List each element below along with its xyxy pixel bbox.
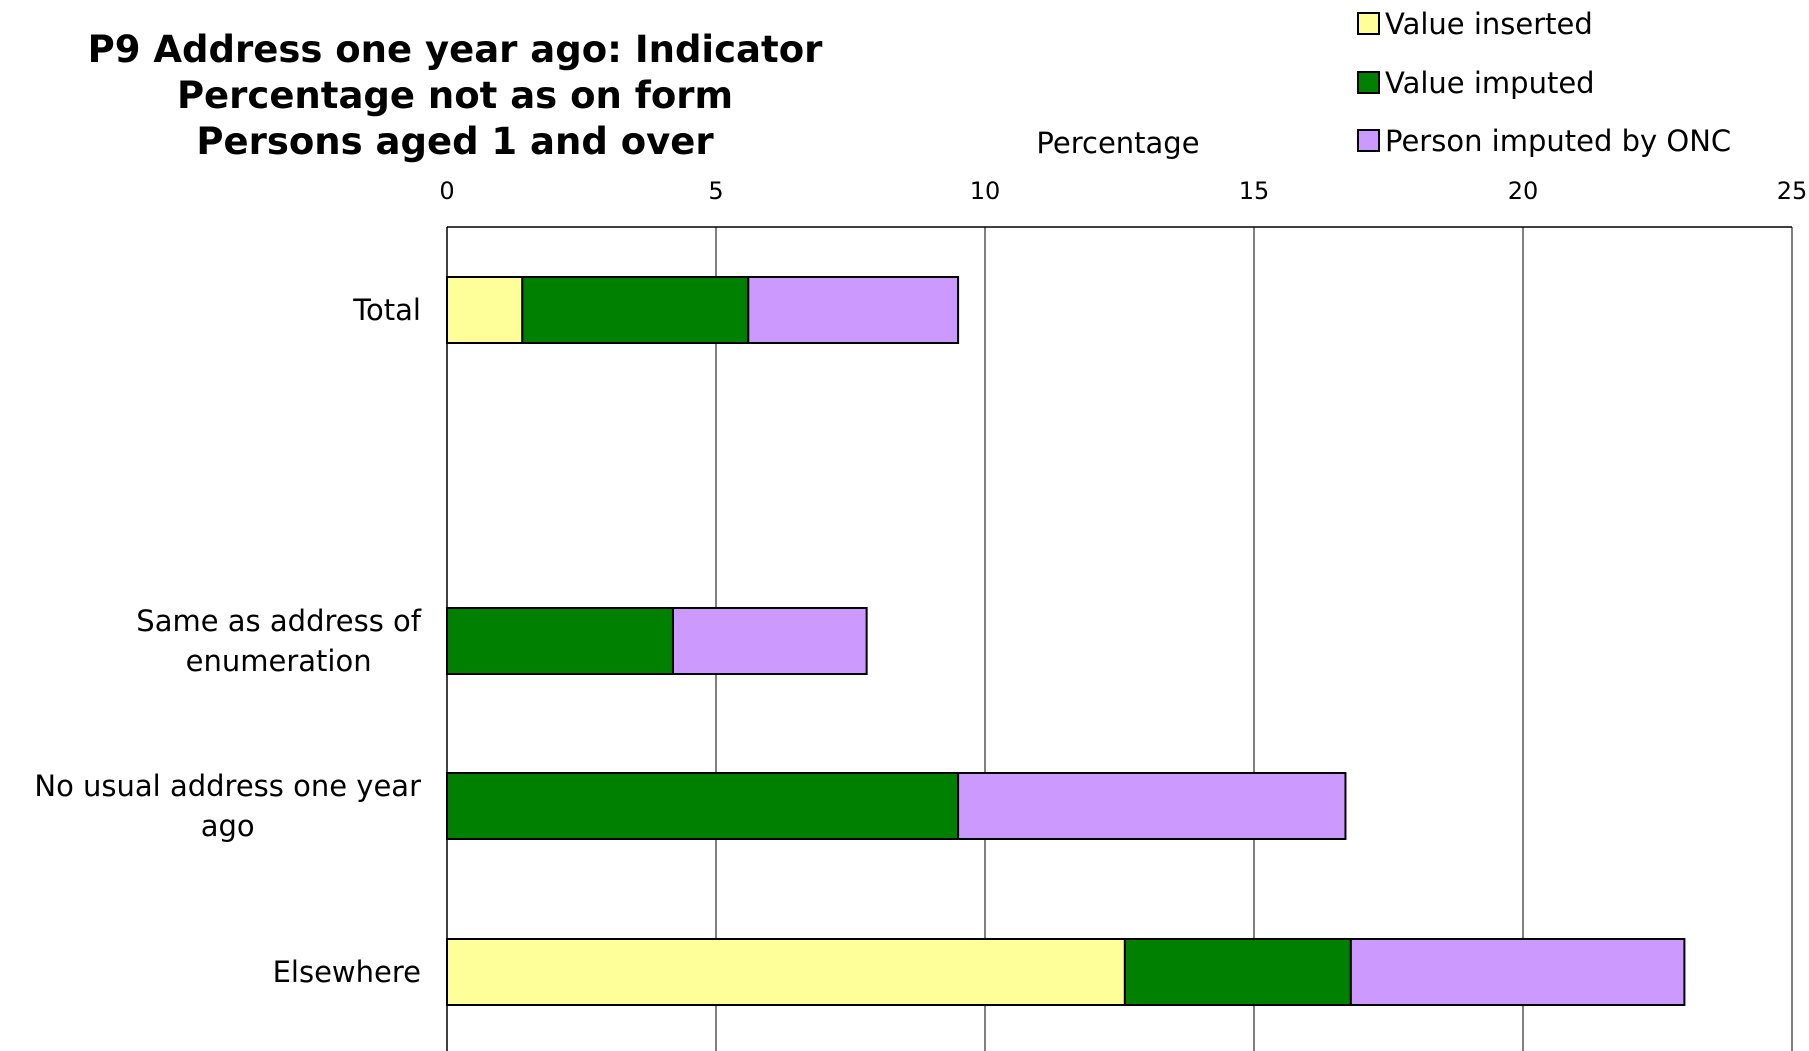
bar-segment: [957, 772, 1347, 840]
chart-subtitle-line: Persons aged 1 and over: [196, 120, 714, 163]
bar-segment: [1349, 938, 1686, 1006]
chart-subtitle-line: Percentage not as on form: [177, 74, 733, 117]
bar-segment: [747, 276, 960, 344]
bar-segment: [446, 772, 960, 840]
x-axis-ticks: 0 5 10 15 20 25: [439, 177, 1807, 205]
category-label: No usual address one year: [34, 769, 421, 803]
category-label: enumeration: [186, 644, 372, 678]
x-tick-label: 25: [1777, 177, 1808, 205]
legend-swatch: [1357, 129, 1380, 152]
x-tick-label: 15: [1239, 177, 1270, 205]
x-tick-label: 20: [1508, 177, 1539, 205]
x-tick-label: 10: [970, 177, 1001, 205]
category-label: Total: [352, 293, 421, 327]
legend: Value inserted Value imputed Person impute…: [1357, 7, 1731, 158]
x-tick-label: 5: [708, 177, 723, 205]
gridlines: [715, 227, 1793, 1051]
bar-segment: [446, 276, 524, 344]
bar-segment: [1123, 938, 1352, 1006]
bar-segment: [446, 938, 1126, 1006]
chart-title-line: P9 Address one year ago: Indicator: [88, 28, 823, 71]
bar-segment: [521, 276, 750, 344]
legend-swatch: [1357, 12, 1380, 35]
legend-label: Value imputed: [1385, 66, 1595, 100]
legend-label: Person imputed by ONC: [1385, 124, 1731, 158]
axes: [446, 226, 1792, 1051]
legend-label: Value inserted: [1385, 7, 1593, 41]
x-axis-title: Percentage: [1036, 126, 1199, 160]
category-labels: Total Same as address of enumeration No usu…: [34, 293, 421, 989]
bar-segment: [671, 607, 868, 675]
category-label: Same as address of: [136, 604, 421, 638]
chart-title: P9 Address one year ago: Indicator Perce…: [88, 28, 823, 163]
category-label: ago: [201, 809, 255, 843]
category-label: Elsewhere: [273, 955, 421, 989]
legend-swatch: [1357, 71, 1380, 94]
bar-segment: [446, 607, 674, 675]
x-tick-label: 0: [439, 177, 454, 205]
bars: [446, 276, 1686, 1006]
